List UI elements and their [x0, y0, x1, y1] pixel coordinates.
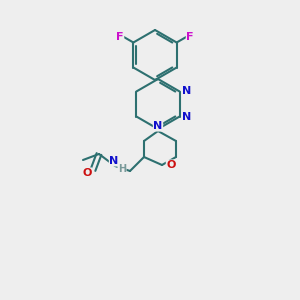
- Text: H: H: [118, 164, 126, 174]
- Text: N: N: [110, 156, 118, 166]
- Text: N: N: [182, 86, 191, 97]
- Text: O: O: [166, 160, 176, 170]
- Text: N: N: [182, 112, 191, 122]
- Text: N: N: [153, 121, 163, 131]
- Text: F: F: [186, 32, 194, 41]
- Text: O: O: [82, 168, 92, 178]
- Text: F: F: [116, 32, 124, 41]
